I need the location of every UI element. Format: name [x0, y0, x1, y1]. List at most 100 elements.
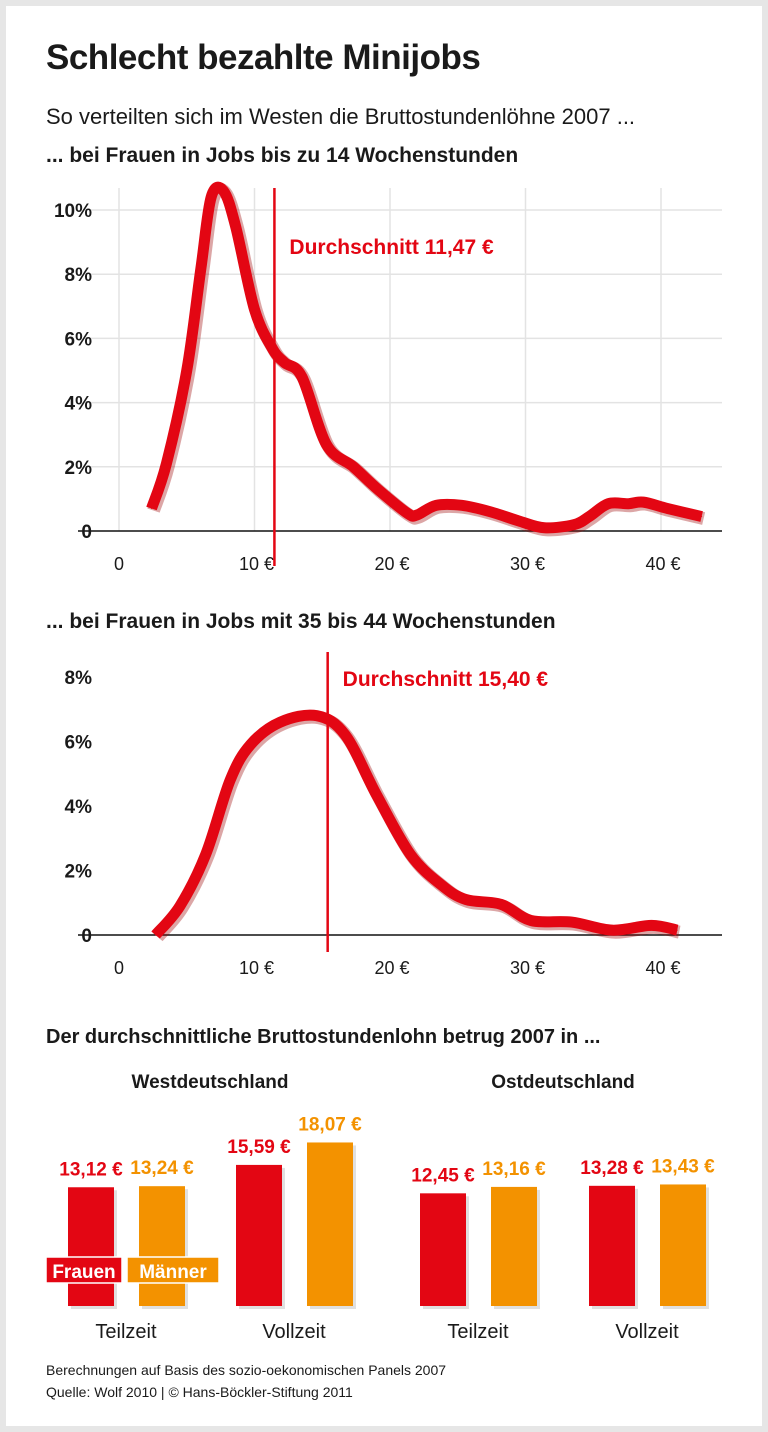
- bar-frauen: [236, 1164, 282, 1306]
- bar-frauen: [420, 1193, 466, 1306]
- data-point: [573, 524, 575, 526]
- legend-label: Männer: [139, 1262, 207, 1283]
- y-tick-label: 8%: [65, 265, 93, 286]
- x-tick-label: 0: [114, 958, 124, 978]
- region-title: Westdeutschland: [132, 1072, 289, 1093]
- data-point: [352, 466, 354, 468]
- footer-source: Quelle: Wolf 2010 | © Hans-Böckler-Stift…: [46, 1384, 353, 1400]
- bar-maenner: [491, 1186, 537, 1306]
- data-point: [235, 225, 237, 227]
- data-point: [186, 370, 188, 371]
- y-tick-label: 8%: [65, 668, 93, 689]
- bar-value-label: 13,28 €: [580, 1158, 644, 1179]
- data-point: [435, 504, 437, 506]
- data-point: [210, 196, 212, 198]
- x-tick-label: 30 €: [510, 958, 545, 978]
- y-tick-label: 6%: [65, 329, 93, 350]
- legend-label: Frauen: [52, 1262, 115, 1283]
- chart1-title: ... bei Frauen in Jobs bis zu 14 Wochens…: [46, 144, 519, 167]
- x-tick-label: 30 €: [510, 554, 545, 574]
- data-point: [222, 190, 224, 192]
- data-point: [271, 347, 273, 349]
- page-title: Schlecht bezahlte Minijobs: [46, 38, 481, 77]
- region-title: Ostdeutschland: [491, 1072, 635, 1093]
- data-point: [249, 744, 251, 746]
- y-tick-label: 2%: [65, 862, 93, 883]
- data-point: [165, 463, 167, 465]
- data-point: [500, 903, 502, 905]
- chart2-title: ... bei Frauen in Jobs mit 35 bis 44 Woc…: [46, 610, 556, 633]
- x-tick-label: 20 €: [374, 958, 409, 978]
- data-point: [316, 715, 318, 717]
- series-line-shadow: [152, 710, 681, 942]
- x-tick-label: 10 €: [239, 554, 274, 574]
- bar-frauen: [68, 1187, 114, 1306]
- x-tick-label: 0: [114, 554, 124, 574]
- data-point: [530, 919, 532, 921]
- category-label: Vollzeit: [262, 1321, 326, 1343]
- data-point: [283, 361, 285, 363]
- data-point: [627, 503, 629, 505]
- bar-value-label: 12,45 €: [411, 1165, 475, 1186]
- y-tick-label: 4%: [65, 797, 93, 818]
- bar-maenner: [139, 1186, 185, 1306]
- y-tick-label: 0: [81, 926, 92, 947]
- data-point: [301, 376, 303, 378]
- data-point: [325, 443, 327, 445]
- bar-chart-title: Der durchschnittliche Bruttostundenlohn …: [46, 1026, 601, 1048]
- data-point: [254, 309, 255, 311]
- data-point: [440, 884, 442, 886]
- data-point: [642, 501, 644, 503]
- category-label: Teilzeit: [447, 1321, 509, 1343]
- bar-frauen: [589, 1185, 635, 1306]
- bar-value-label: 13,43 €: [651, 1156, 715, 1177]
- mean-label: Durchschnitt 15,40 €: [343, 668, 549, 691]
- y-tick-label: 4%: [65, 394, 93, 415]
- y-tick-label: 10%: [54, 201, 92, 222]
- data-point: [607, 503, 609, 505]
- data-point: [407, 512, 409, 514]
- y-tick-label: 0: [81, 522, 92, 543]
- data-point: [344, 734, 346, 736]
- data-point: [151, 508, 153, 510]
- bar-value-label: 13,12 €: [59, 1159, 123, 1180]
- x-tick-label: 20 €: [374, 554, 409, 574]
- bar-maenner: [660, 1184, 706, 1306]
- data-point: [543, 527, 545, 529]
- legend-box-maenner: [126, 1256, 220, 1284]
- bar-value-label: 18,07 €: [298, 1114, 362, 1135]
- data-point: [588, 516, 590, 518]
- bar-value-label: 13,24 €: [130, 1158, 194, 1179]
- x-tick-label: 40 €: [645, 554, 680, 574]
- bar-value-label: 15,59 €: [227, 1137, 291, 1158]
- y-tick-label: 2%: [65, 458, 93, 479]
- data-point: [409, 853, 411, 855]
- bar-maenner: [307, 1142, 353, 1306]
- x-tick-label: 10 €: [239, 958, 274, 978]
- footer-note: Berechnungen auf Basis des sozio-oekonom…: [46, 1362, 447, 1378]
- legend-box-frauen: [45, 1256, 123, 1284]
- data-point: [676, 929, 678, 931]
- data-point: [519, 520, 521, 522]
- mean-label: Durchschnitt 11,47 €: [289, 236, 494, 259]
- category-label: Vollzeit: [615, 1321, 679, 1343]
- data-point: [416, 514, 418, 516]
- series-line: [151, 709, 679, 939]
- data-point: [667, 508, 669, 510]
- data-point: [375, 794, 377, 796]
- data-point: [205, 853, 207, 855]
- data-point: [200, 267, 202, 269]
- data-point: [229, 779, 231, 781]
- data-point: [701, 516, 703, 518]
- subtitle: So verteilten sich im Westen die Bruttos…: [46, 104, 636, 129]
- data-point: [279, 721, 281, 723]
- data-point: [465, 899, 467, 901]
- data-point: [377, 488, 379, 490]
- data-point: [179, 905, 181, 907]
- y-tick-label: 6%: [65, 733, 93, 754]
- data-point: [651, 924, 653, 926]
- data-point: [611, 929, 613, 931]
- category-label: Teilzeit: [95, 1321, 157, 1343]
